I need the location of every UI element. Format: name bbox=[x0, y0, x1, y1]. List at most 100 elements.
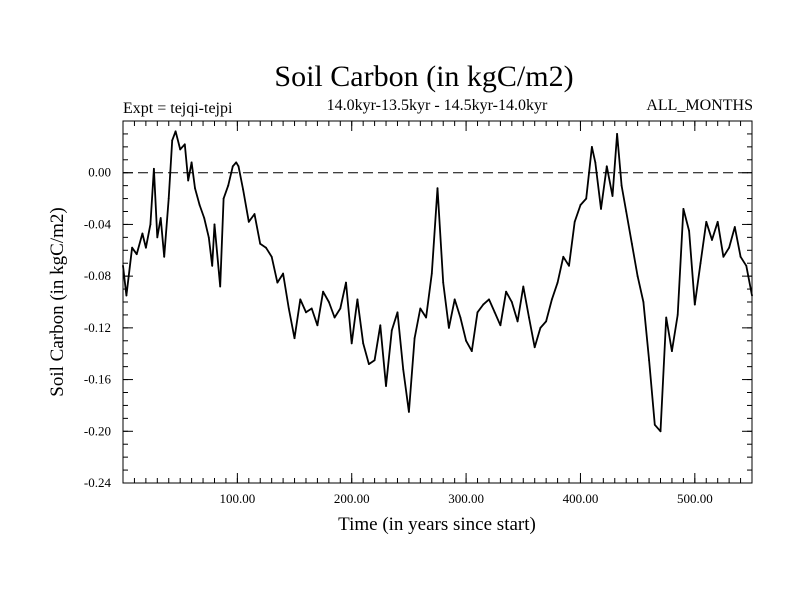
data-point bbox=[631, 242, 633, 245]
data-point bbox=[231, 165, 234, 168]
data-point bbox=[179, 148, 182, 151]
data-point bbox=[293, 337, 296, 340]
data-point bbox=[425, 316, 427, 319]
data-point bbox=[396, 311, 399, 314]
data-point bbox=[247, 220, 250, 223]
data-point bbox=[213, 223, 216, 226]
data-point bbox=[259, 242, 262, 245]
data-point bbox=[693, 303, 696, 306]
data-point bbox=[327, 301, 330, 303]
data-point bbox=[728, 246, 731, 249]
data-point bbox=[745, 264, 748, 267]
data-point bbox=[545, 320, 548, 323]
data-point bbox=[419, 307, 422, 310]
data-point bbox=[163, 255, 166, 258]
data-point bbox=[671, 350, 673, 353]
data-point bbox=[198, 204, 201, 206]
data-point bbox=[159, 217, 162, 219]
data-point bbox=[522, 285, 525, 288]
data-point bbox=[653, 423, 656, 426]
x-tick-label: 300.00 bbox=[448, 491, 484, 506]
data-point bbox=[642, 301, 645, 303]
data-point bbox=[556, 281, 559, 284]
y-tick-label: -0.16 bbox=[84, 372, 112, 387]
data-point bbox=[716, 220, 719, 223]
data-point bbox=[482, 303, 485, 306]
data-point bbox=[436, 187, 439, 190]
data-point bbox=[528, 316, 530, 319]
data-point bbox=[562, 255, 565, 258]
data-point bbox=[470, 350, 473, 353]
data-point bbox=[310, 307, 313, 310]
y-tick-label: -0.20 bbox=[84, 423, 111, 438]
data-point bbox=[676, 314, 679, 316]
data-point bbox=[362, 342, 365, 345]
data-point bbox=[448, 326, 450, 329]
data-point bbox=[665, 316, 668, 319]
data-point bbox=[152, 167, 155, 170]
chart-subtitle-right: ALL_MONTHS bbox=[646, 97, 753, 114]
data-point bbox=[203, 217, 206, 219]
data-point bbox=[237, 165, 240, 168]
data-point bbox=[242, 188, 244, 191]
series-line bbox=[122, 130, 753, 433]
x-axis-label: Time (in years since start) bbox=[338, 514, 536, 535]
data-point bbox=[402, 368, 405, 371]
data-point bbox=[367, 363, 370, 365]
data-point bbox=[390, 329, 393, 332]
y-tick-label: -0.08 bbox=[84, 268, 111, 283]
data-point bbox=[722, 255, 725, 258]
data-point bbox=[453, 298, 456, 301]
data-point bbox=[550, 298, 553, 301]
data-point bbox=[739, 255, 742, 258]
data-point bbox=[270, 255, 273, 258]
data-point bbox=[611, 195, 614, 197]
data-point bbox=[711, 239, 713, 241]
data-point bbox=[190, 161, 193, 164]
data-point bbox=[149, 223, 152, 226]
chart-subtitle-left: Expt = tejqi-tejpi bbox=[123, 100, 233, 117]
chart-title: Soil Carbon (in kgC/m2) bbox=[274, 60, 573, 93]
data-point bbox=[625, 210, 628, 213]
data-point bbox=[276, 281, 279, 284]
data-point bbox=[539, 326, 542, 329]
data-point bbox=[493, 311, 496, 314]
data-point bbox=[219, 285, 222, 288]
y-tick-label: 0.00 bbox=[88, 165, 111, 180]
data-point bbox=[156, 236, 159, 239]
data-point bbox=[265, 246, 267, 249]
data-point bbox=[222, 197, 225, 200]
x-tick-label: 400.00 bbox=[563, 491, 599, 506]
data-point bbox=[350, 342, 353, 345]
data-point bbox=[620, 184, 623, 187]
data-point bbox=[659, 430, 662, 433]
data-point bbox=[207, 236, 210, 239]
x-tick-label: 200.00 bbox=[334, 491, 370, 506]
data-point bbox=[282, 272, 285, 275]
data-point bbox=[144, 246, 147, 249]
data-point bbox=[682, 208, 685, 210]
data-point bbox=[167, 197, 170, 200]
data-point bbox=[533, 346, 536, 349]
data-point bbox=[605, 165, 608, 168]
data-point bbox=[573, 220, 576, 223]
data-point bbox=[488, 298, 490, 301]
data-point bbox=[600, 208, 602, 210]
y-axis-label: Soil Carbon (in kgC/m2) bbox=[47, 207, 68, 396]
data-point bbox=[379, 324, 382, 327]
data-point bbox=[171, 139, 174, 142]
data-point bbox=[499, 324, 502, 327]
data-point bbox=[413, 337, 416, 340]
data-point bbox=[141, 232, 144, 235]
data-point bbox=[476, 311, 479, 314]
data-point bbox=[442, 281, 445, 284]
data-point bbox=[408, 410, 410, 413]
y-tick-label: -0.12 bbox=[84, 320, 111, 335]
data-point bbox=[333, 316, 336, 319]
data-point bbox=[135, 253, 138, 256]
data-point bbox=[125, 294, 128, 297]
data-point bbox=[568, 264, 570, 267]
data-point bbox=[235, 161, 238, 164]
data-point bbox=[699, 262, 702, 265]
axis-ticks: 0.00 -0.04 -0.08 -0.12 -0.16 -0.20 -0.24 100.00… bbox=[84, 120, 752, 506]
